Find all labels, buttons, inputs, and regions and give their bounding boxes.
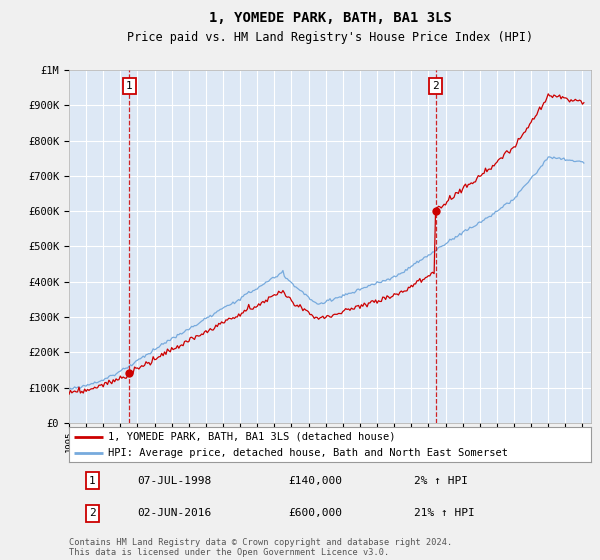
Text: 2: 2	[89, 508, 96, 519]
Text: 1, YOMEDE PARK, BATH, BA1 3LS: 1, YOMEDE PARK, BATH, BA1 3LS	[209, 11, 451, 25]
Text: Contains HM Land Registry data © Crown copyright and database right 2024.
This d: Contains HM Land Registry data © Crown c…	[69, 538, 452, 557]
Text: 07-JUL-1998: 07-JUL-1998	[137, 475, 211, 486]
Text: 1, YOMEDE PARK, BATH, BA1 3LS (detached house): 1, YOMEDE PARK, BATH, BA1 3LS (detached …	[108, 432, 395, 442]
Text: 2% ↑ HPI: 2% ↑ HPI	[413, 475, 467, 486]
Text: 1: 1	[89, 475, 96, 486]
Text: 1: 1	[126, 81, 133, 91]
Text: Price paid vs. HM Land Registry's House Price Index (HPI): Price paid vs. HM Land Registry's House …	[127, 31, 533, 44]
Text: HPI: Average price, detached house, Bath and North East Somerset: HPI: Average price, detached house, Bath…	[108, 447, 508, 458]
Text: 2: 2	[432, 81, 439, 91]
Text: £600,000: £600,000	[288, 508, 342, 519]
Text: 02-JUN-2016: 02-JUN-2016	[137, 508, 211, 519]
Text: 21% ↑ HPI: 21% ↑ HPI	[413, 508, 474, 519]
Text: £140,000: £140,000	[288, 475, 342, 486]
